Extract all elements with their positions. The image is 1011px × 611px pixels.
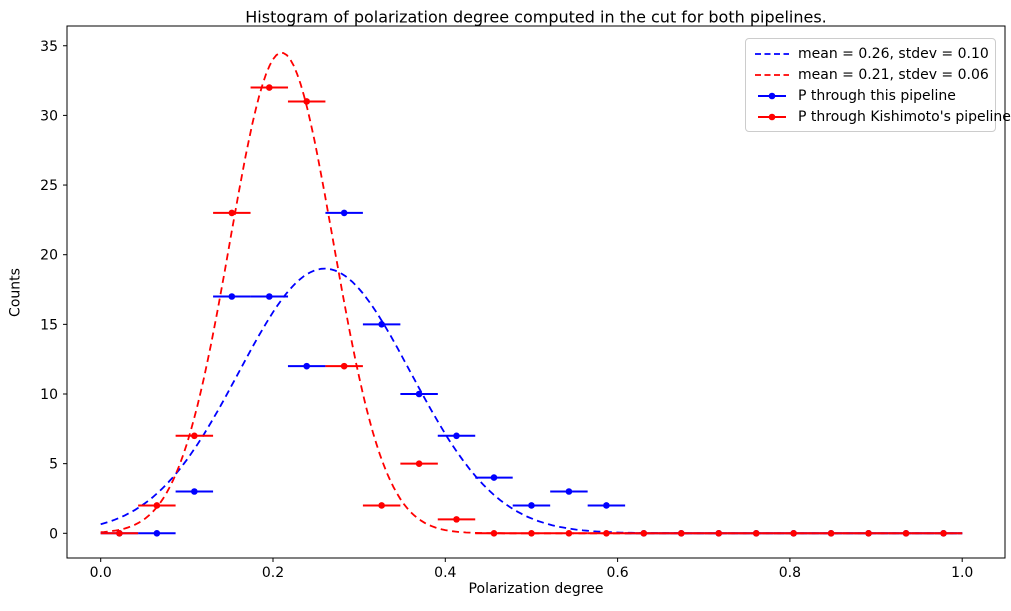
data-point-kishimoto	[303, 98, 310, 105]
data-point-kishimoto	[752, 530, 760, 537]
y-axis-label: Counts	[7, 268, 24, 317]
x-tick-label: 1.0	[951, 565, 973, 581]
y-tick-label: 10	[40, 387, 58, 403]
data-point-this-pipeline	[191, 488, 198, 495]
y-tick-label: 20	[40, 248, 58, 264]
dashed-line-icon	[755, 52, 789, 55]
y-tick-label: 25	[40, 178, 58, 194]
legend-entry: mean = 0.21, stdev = 0.06	[746, 64, 995, 85]
x-tick-label: 0.4	[434, 565, 456, 581]
dashed-line-icon	[755, 73, 789, 76]
legend-sample-marker	[768, 92, 776, 99]
y-tick-label: 5	[49, 457, 58, 473]
data-point-kishimoto	[153, 502, 161, 509]
data-point-kishimoto	[378, 502, 385, 509]
data-point-this-pipeline	[340, 209, 348, 217]
data-point-this-pipeline	[303, 362, 310, 370]
legend-label: P through Kishimoto's pipeline	[798, 108, 1011, 125]
data-point-this-pipeline	[378, 321, 385, 328]
chart-title: Histogram of polarization degree compute…	[245, 7, 827, 27]
data-point-this-pipeline	[453, 432, 460, 440]
data-point-kishimoto	[453, 516, 460, 523]
data-point-kishimoto	[715, 530, 723, 537]
data-point-this-pipeline	[565, 488, 573, 495]
x-tick-label: 0.0	[90, 565, 112, 581]
data-point-kishimoto	[940, 530, 947, 537]
y-tick-label: 15	[40, 317, 58, 333]
legend-label: mean = 0.21, stdev = 0.06	[798, 66, 989, 83]
data-point-this-pipeline	[490, 474, 498, 481]
data-point-kishimoto	[790, 530, 797, 537]
data-point-kishimoto	[116, 530, 123, 537]
y-tick-label: 0	[49, 526, 58, 542]
errorbar-point-icon	[758, 113, 786, 120]
data-point-kishimoto	[265, 84, 273, 91]
data-point-this-pipeline	[153, 530, 161, 537]
data-point-kishimoto	[640, 530, 648, 537]
fit-curve-kishimoto	[100, 52, 963, 535]
legend-label: P through this pipeline	[798, 87, 956, 104]
data-point-kishimoto	[603, 530, 610, 537]
data-point-kishimoto	[490, 530, 498, 537]
legend-entry: P through Kishimoto's pipeline	[746, 106, 1011, 127]
x-tick-label: 0.8	[779, 565, 801, 581]
x-tick-label: 0.2	[262, 565, 284, 581]
legend-sample-marker	[768, 113, 776, 120]
data-point-this-pipeline	[228, 293, 236, 300]
data-point-kishimoto	[902, 530, 910, 537]
data-point-this-pipeline	[265, 293, 273, 300]
data-point-kishimoto	[565, 530, 573, 537]
legend-label: mean = 0.26, stdev = 0.10	[798, 45, 989, 62]
data-point-kishimoto	[191, 432, 198, 440]
y-tick-label: 30	[40, 108, 58, 124]
data-point-kishimoto	[228, 209, 236, 217]
data-point-this-pipeline	[528, 502, 535, 509]
x-axis-label: Polarization degree	[468, 581, 604, 597]
x-tick-label: 0.6	[606, 565, 628, 581]
data-point-kishimoto	[415, 460, 423, 467]
legend-entry: mean = 0.26, stdev = 0.10	[746, 43, 995, 64]
data-point-kishimoto	[528, 530, 535, 537]
data-point-kishimoto	[865, 530, 872, 537]
data-point-kishimoto	[827, 530, 835, 537]
data-point-this-pipeline	[603, 502, 610, 509]
data-point-kishimoto	[340, 362, 348, 370]
errorbar-point-icon	[758, 92, 786, 99]
legend-entry: P through this pipeline	[746, 85, 995, 106]
data-point-kishimoto	[677, 530, 685, 537]
legend: mean = 0.26, stdev = 0.10 mean = 0.21, st…	[745, 38, 1011, 132]
y-tick-label: 35	[40, 39, 58, 55]
data-point-this-pipeline	[415, 390, 423, 398]
